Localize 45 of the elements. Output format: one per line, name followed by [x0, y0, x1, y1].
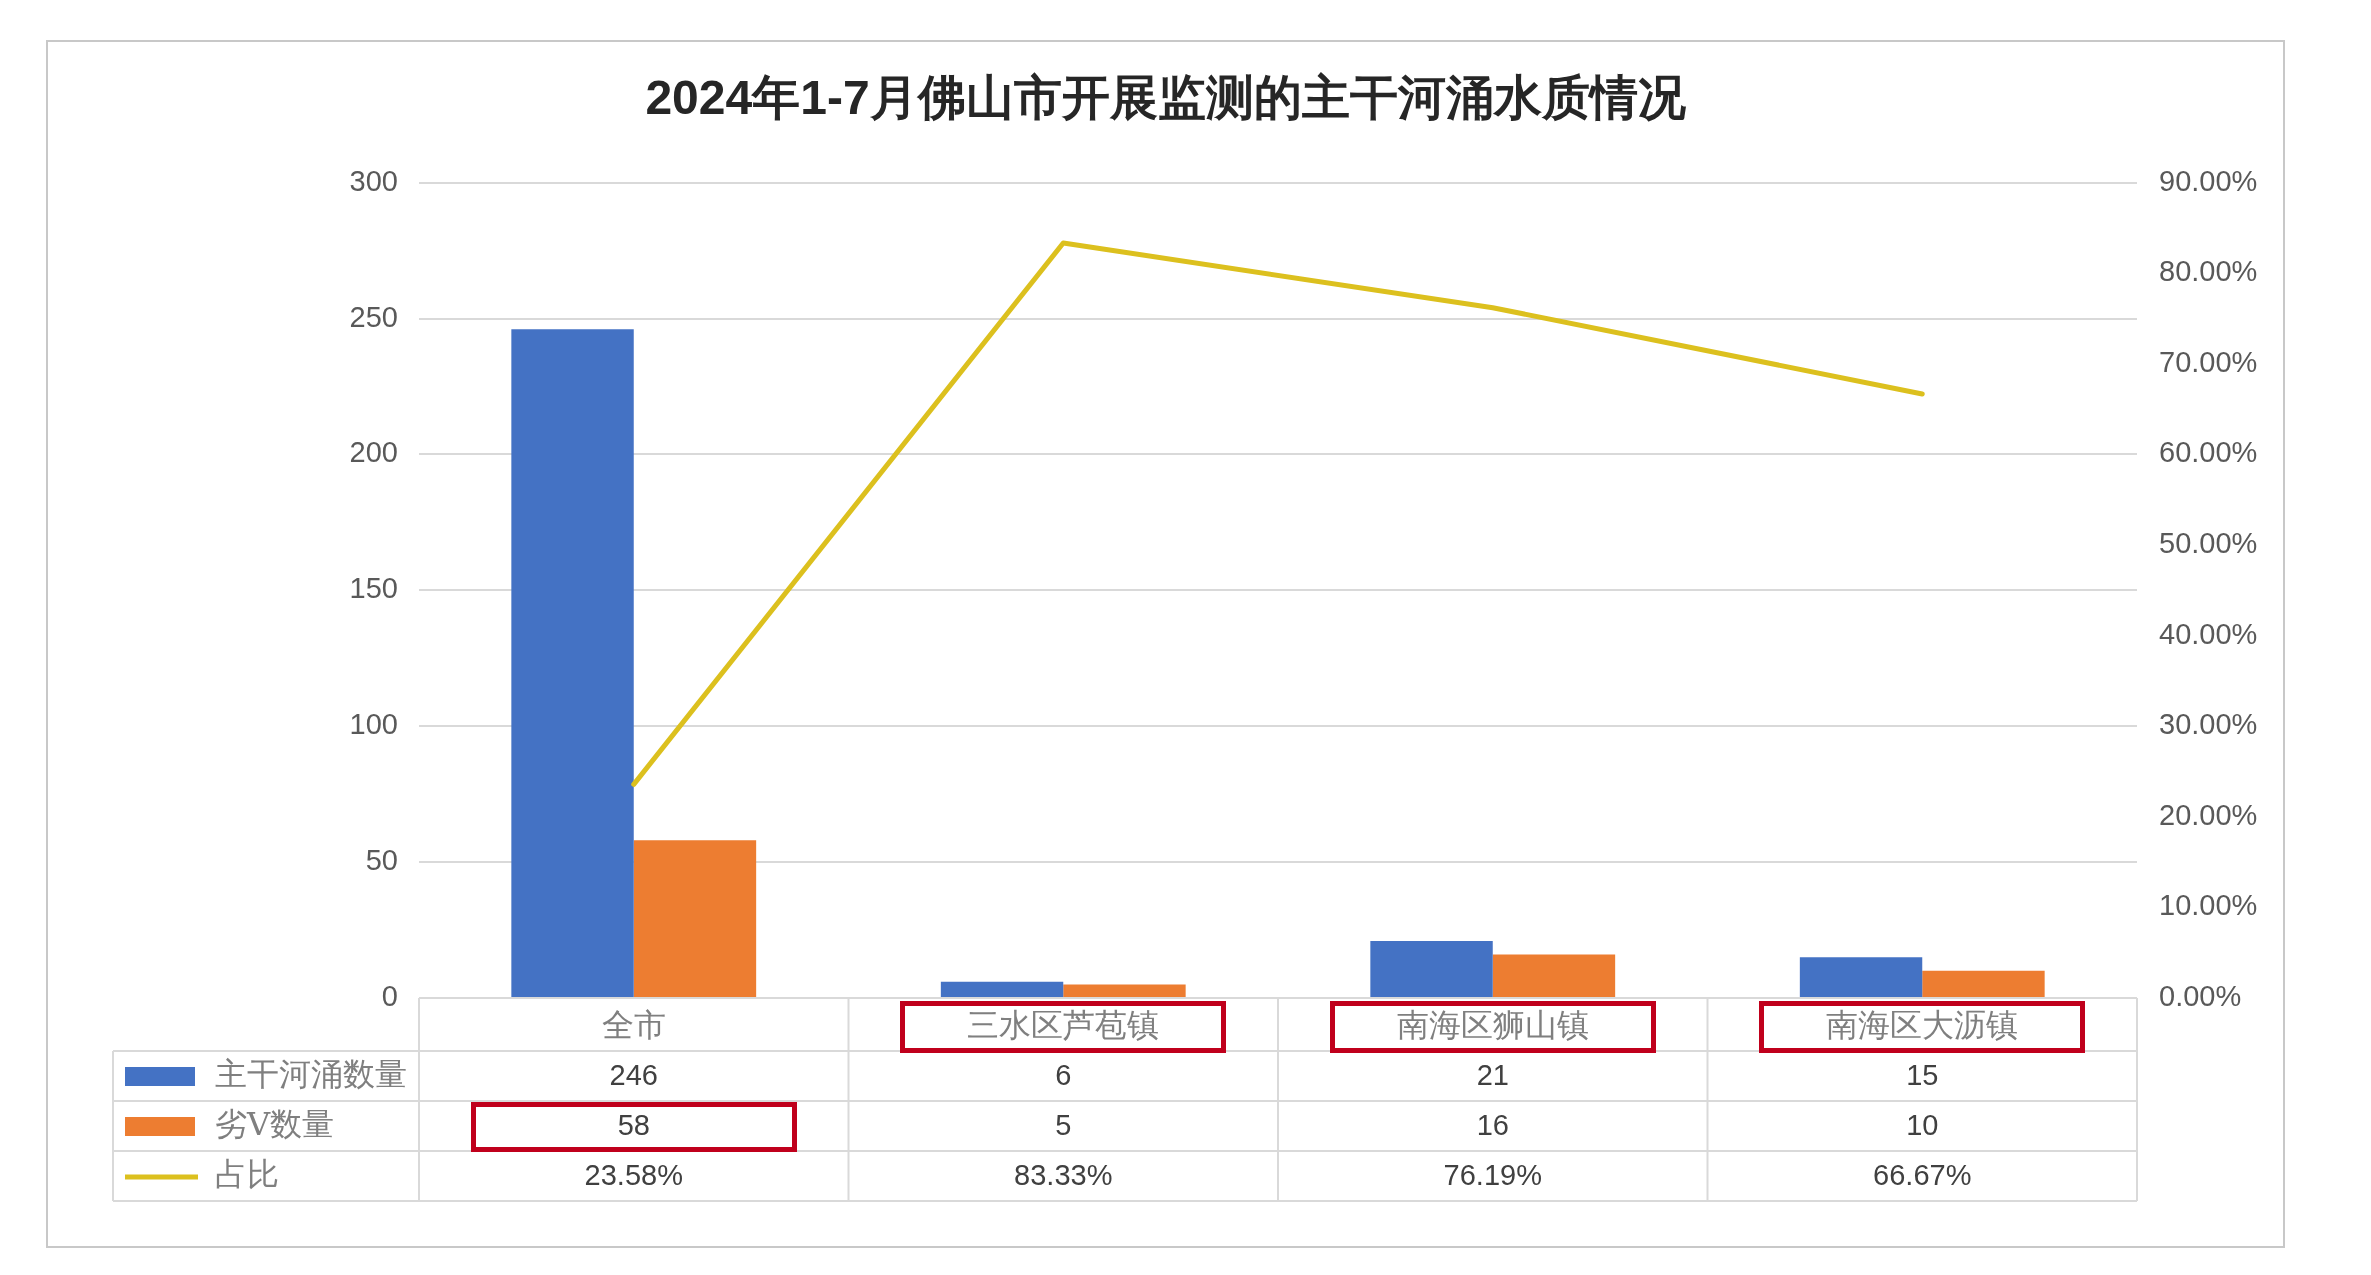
data-label: 10: [1906, 1109, 1939, 1141]
y2-tick-label: 10.00%: [2159, 889, 2258, 922]
bar: [511, 329, 634, 997]
chart-title: 2024年1-7月佛山市开展监测的主干河涌水质情况: [645, 71, 1686, 125]
bar: [633, 840, 757, 997]
y2-tick-label: 60.00%: [2159, 436, 2258, 469]
data-label: 83.33%: [1014, 1159, 1113, 1191]
y2-tick-label: 70.00%: [2159, 345, 2258, 378]
y2-tick-label: 20.00%: [2159, 798, 2258, 831]
y-tick-label: 200: [349, 436, 398, 469]
y2-tick-label: 90.00%: [2159, 164, 2258, 197]
bar: [1922, 970, 2045, 997]
bar: [1492, 954, 1616, 997]
y-tick-label: 50: [365, 844, 398, 877]
y-tick-label: 100: [349, 708, 398, 741]
data-label: 23.58%: [584, 1159, 683, 1191]
legend-label: 劣Ⅴ数量: [215, 1106, 335, 1143]
data-label: 5: [1055, 1109, 1072, 1141]
y-tick-label: 300: [349, 164, 398, 197]
bar: [1063, 984, 1186, 997]
y2-tick-label: 0.00%: [2159, 980, 2242, 1012]
y-tick-label: 250: [349, 300, 398, 333]
data-label: 58: [617, 1109, 650, 1141]
legend-label: 占比: [215, 1156, 279, 1193]
x-tick-label: 全市: [601, 1006, 666, 1043]
bar: [1370, 940, 1493, 997]
data-label: 16: [1476, 1109, 1509, 1141]
bar: [1799, 957, 1923, 997]
bar: [940, 981, 1064, 997]
data-label: 66.67%: [1873, 1159, 1972, 1191]
y-tick-label: 0: [381, 980, 398, 1012]
x-tick-label: 南海区大沥镇: [1826, 1006, 2019, 1043]
y2-tick-label: 40.00%: [2159, 617, 2258, 650]
data-label: 246: [609, 1059, 658, 1091]
x-tick-label: 三水区芦苞镇: [967, 1006, 1160, 1043]
x-tick-label: 南海区狮山镇: [1396, 1006, 1589, 1043]
data-label: 6: [1055, 1059, 1072, 1091]
data-label: 15: [1906, 1059, 1939, 1091]
y2-tick-label: 50.00%: [2159, 527, 2258, 559]
y-tick-label: 150: [349, 572, 398, 605]
data-label: 21: [1476, 1059, 1509, 1091]
y2-tick-label: 30.00%: [2159, 708, 2258, 741]
data-label: 76.19%: [1443, 1159, 1542, 1191]
y2-tick-label: 80.00%: [2159, 255, 2258, 288]
legend-label: 主干河涌数量: [215, 1056, 407, 1093]
